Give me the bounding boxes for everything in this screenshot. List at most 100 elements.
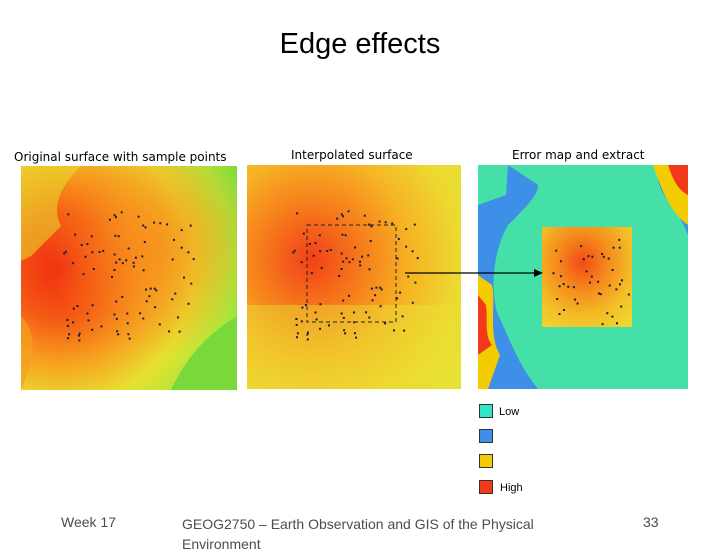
sample-point [396, 257, 399, 260]
sample-point [611, 269, 614, 271]
sample-point [68, 333, 71, 336]
sample-point [384, 322, 387, 325]
sample-point [82, 273, 85, 276]
sample-point [115, 216, 117, 219]
sample-point [72, 262, 75, 265]
sample-point [315, 318, 318, 321]
sample-point [80, 244, 83, 246]
sample-point [407, 275, 410, 278]
sample-point [142, 317, 145, 320]
sample-point [341, 233, 344, 236]
sample-point [598, 292, 600, 295]
sample-point [344, 332, 347, 335]
sample-point [599, 293, 602, 296]
sample-point [348, 294, 350, 297]
sample-point [189, 224, 192, 227]
sample-point [353, 321, 356, 324]
sample-point [368, 316, 371, 319]
sample-point [371, 299, 374, 302]
sample-point [154, 306, 157, 309]
sample-point [560, 275, 562, 278]
sample-point [134, 256, 137, 259]
sample-point [117, 333, 120, 336]
sample-point [329, 249, 332, 251]
sample-point [368, 223, 371, 226]
sample-point [589, 281, 591, 284]
sample-point [78, 339, 81, 342]
sample-point [292, 251, 295, 254]
sample-point [306, 338, 309, 341]
sample-point [608, 284, 611, 287]
sample-point [310, 272, 313, 275]
sample-point [558, 285, 561, 288]
sample-point [572, 286, 575, 289]
sample-point [627, 293, 630, 296]
sample-point [611, 315, 614, 318]
sample-point [314, 242, 317, 244]
sample-point [139, 312, 142, 315]
original-surface-map [21, 166, 237, 390]
sample-point [145, 300, 148, 303]
sample-point [180, 229, 183, 232]
extract-arrow [405, 269, 543, 277]
sample-point [414, 281, 417, 284]
sample-point [312, 254, 315, 257]
sample-point [340, 268, 343, 270]
sample-point [342, 215, 344, 218]
sample-point [352, 311, 355, 314]
sample-point [126, 322, 129, 325]
sample-point [187, 302, 190, 305]
sample-point [342, 260, 345, 263]
sample-point [393, 329, 395, 332]
sample-points [292, 210, 419, 341]
sample-point [344, 234, 347, 237]
sample-point [304, 304, 307, 306]
sample-point [368, 268, 371, 271]
sample-point [91, 251, 94, 254]
legend-swatch-2 [479, 429, 493, 443]
sample-point [168, 330, 171, 333]
sample-point [67, 337, 70, 340]
sample-point [555, 249, 558, 252]
sample-point [399, 291, 402, 294]
legend-swatch-3 [479, 454, 493, 468]
sample-point [319, 327, 322, 330]
sample-point [295, 323, 298, 326]
sample-point [155, 289, 158, 292]
sample-point [416, 257, 419, 260]
sample-point [90, 235, 93, 238]
sample-point [100, 325, 103, 328]
sample-point [143, 241, 146, 243]
sample-point [375, 286, 378, 289]
caption-error: Error map and extract [512, 148, 645, 162]
sample-point [149, 287, 152, 290]
sample-point [301, 306, 304, 309]
sample-point [148, 295, 151, 298]
sample-point [597, 280, 600, 283]
sample-point [115, 317, 118, 320]
sample-point [378, 220, 381, 223]
sample-point [558, 313, 561, 315]
sample-point [296, 212, 299, 215]
sample-point [336, 217, 339, 220]
sample-point [178, 330, 181, 333]
sample-point [190, 282, 193, 285]
sample-point [582, 258, 585, 261]
sample-point [355, 336, 358, 339]
sample-point [319, 303, 322, 306]
sample-point [340, 312, 343, 315]
sample-point [173, 238, 175, 241]
sample-point [192, 258, 195, 261]
sample-point [338, 275, 341, 277]
sample-point [91, 304, 94, 307]
sample-point [367, 254, 370, 257]
sample-point [591, 255, 594, 258]
sample-point [153, 287, 156, 290]
sample-point [590, 275, 593, 278]
sample-point [342, 299, 345, 302]
sample-point [113, 313, 116, 316]
sample-point [300, 261, 303, 264]
sample-point [351, 258, 354, 261]
sample-point [601, 323, 604, 326]
sample-point [601, 252, 604, 255]
